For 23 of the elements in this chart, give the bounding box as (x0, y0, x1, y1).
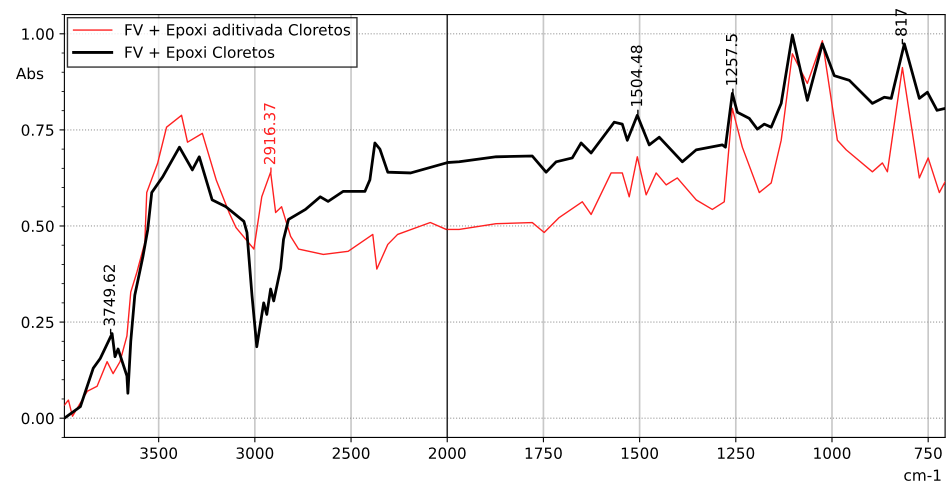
legend-label: FV + Epoxi Cloretos (125, 46, 274, 61)
y-tick-label: 0.00 (22, 412, 54, 424)
y-tick-label: 1.00 (22, 28, 54, 40)
x-axis-title: cm-1 (904, 470, 941, 481)
annotation: 1257.5 (726, 34, 738, 85)
x-tick-label: 2000 (428, 447, 466, 459)
x-tick-label: 1750 (526, 447, 562, 459)
annotation: 2916.37 (264, 103, 276, 164)
x-tick-label: 3500 (140, 447, 178, 459)
annotation: 1504.48 (630, 45, 642, 106)
y-tick-label: 0.50 (22, 220, 54, 232)
x-tick-label: 3000 (236, 447, 274, 459)
y-tick-label: 0.25 (22, 316, 54, 328)
y-tick-label: 0.75 (22, 124, 54, 136)
x-tick-label: 1500 (622, 447, 658, 459)
x-tick-label: 2500 (332, 447, 370, 459)
x-tick-label: 1000 (814, 447, 850, 459)
x-tick-label: 750 (914, 447, 942, 459)
annotation: 3749.62 (104, 265, 116, 326)
y-axis-title: Abs (16, 67, 44, 80)
annotation: 817 (895, 8, 907, 36)
legend-label: FV + Epoxi aditivada Cloretos (125, 24, 350, 39)
x-tick-label: 1250 (718, 447, 754, 459)
